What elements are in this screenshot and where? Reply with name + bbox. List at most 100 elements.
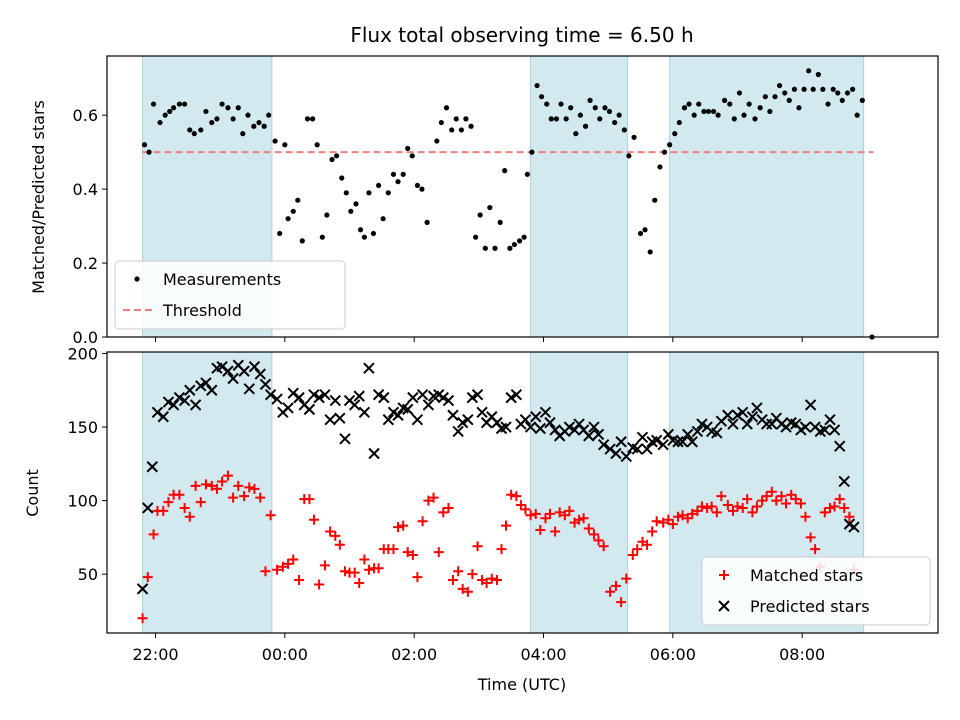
data-point: [358, 406, 371, 419]
data-point: [805, 532, 816, 543]
data-point: [676, 436, 689, 448]
data-point: [598, 541, 609, 552]
data-point: [357, 227, 364, 233]
data-point: [428, 492, 439, 503]
data-point: [505, 391, 517, 404]
data-point: [239, 491, 250, 502]
data-point: [496, 544, 507, 555]
data-point: [402, 403, 414, 416]
data-point: [319, 560, 330, 571]
data-point: [835, 90, 841, 96]
plot-frame: [106, 351, 939, 634]
data-point: [686, 436, 698, 448]
data-point: [776, 491, 787, 502]
data-point: [568, 105, 574, 111]
data-point: [519, 413, 532, 426]
data-point: [530, 508, 541, 519]
data-point: [329, 156, 335, 163]
data-point: [844, 511, 855, 522]
data-point: [521, 234, 527, 240]
data-point: [657, 164, 663, 170]
data-point: [407, 391, 419, 404]
data-point: [378, 391, 390, 404]
data-point: [795, 498, 806, 509]
data-point: [363, 564, 374, 575]
data-point: [854, 112, 860, 118]
y-tick-label: 0.0: [73, 328, 98, 347]
data-point: [206, 480, 217, 491]
data-point: [710, 108, 717, 115]
data-point: [658, 517, 669, 528]
data-point: [361, 234, 367, 240]
data-point: [597, 116, 603, 122]
data-point: [400, 171, 406, 177]
data-point: [243, 383, 255, 395]
data-point: [790, 494, 801, 505]
data-point: [737, 502, 748, 513]
data-point: [248, 361, 261, 373]
data-point: [473, 234, 479, 240]
data-point: [393, 522, 404, 533]
data-point: [325, 526, 336, 537]
data-point: [524, 171, 530, 177]
data-point: [834, 494, 845, 505]
data-point: [453, 116, 459, 122]
data-point: [385, 190, 391, 196]
data-point: [443, 105, 450, 111]
data-point: [409, 153, 415, 159]
data-point: [544, 416, 556, 429]
data-point: [757, 495, 768, 506]
data-point: [299, 238, 305, 244]
data-point: [686, 101, 692, 107]
data-point: [647, 249, 653, 255]
data-point: [544, 508, 555, 519]
data-point: [501, 520, 512, 531]
y-tick-label: 100: [67, 492, 98, 511]
data-point: [171, 105, 177, 111]
data-point: [574, 514, 585, 525]
data-point: [443, 502, 454, 513]
data-point: [157, 411, 169, 423]
data-point: [254, 368, 266, 380]
data-point: [458, 127, 464, 133]
data-point: [277, 561, 288, 572]
data-point: [339, 175, 345, 181]
data-point: [741, 112, 747, 118]
data-point: [416, 388, 429, 401]
data-point: [647, 526, 658, 537]
data-point: [716, 491, 727, 502]
data-point: [727, 505, 738, 516]
data-point: [492, 245, 498, 251]
data-point: [249, 483, 260, 494]
data-point: [786, 97, 792, 103]
data-point: [796, 105, 802, 111]
data-point: [308, 388, 320, 401]
data-point: [264, 388, 277, 401]
data-point: [760, 418, 773, 430]
data-point: [550, 526, 561, 537]
data-point: [225, 105, 231, 111]
data-point: [411, 413, 424, 426]
data-point: [497, 219, 503, 225]
data-point: [395, 179, 401, 185]
data-point: [661, 149, 668, 155]
data-point: [506, 489, 517, 500]
data-point: [705, 108, 712, 115]
data-point: [308, 514, 319, 525]
data-point: [839, 502, 850, 513]
data-point: [573, 131, 579, 137]
data-point: [260, 566, 271, 577]
data-point: [142, 572, 153, 583]
data-point: [348, 208, 354, 214]
data-point: [272, 138, 278, 144]
data-point: [414, 182, 421, 189]
data-point: [182, 101, 188, 107]
data-point: [363, 362, 375, 374]
data-point: [616, 597, 627, 608]
data-point: [781, 498, 792, 509]
bottom-panel: 50 100 150 200 22:00 00:00 02:00 04:00 06:00 08:0…: [67, 344, 939, 664]
data-point: [222, 470, 233, 481]
data-point: [507, 245, 513, 251]
data-point: [539, 406, 552, 419]
data-point: [650, 434, 663, 446]
